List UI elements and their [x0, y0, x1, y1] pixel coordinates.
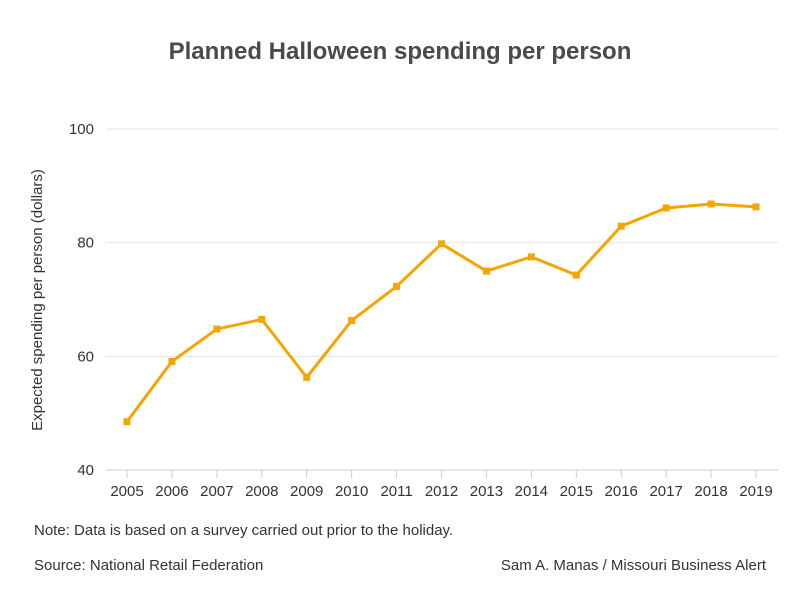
y-tick-label: 60	[77, 348, 94, 365]
data-point	[168, 357, 176, 365]
data-point	[123, 418, 131, 426]
data-point	[572, 271, 580, 279]
data-point	[662, 204, 670, 212]
x-tick-label: 2006	[155, 483, 188, 500]
data-point	[393, 282, 401, 290]
data-point	[213, 325, 221, 333]
x-tick-label: 2019	[739, 483, 772, 500]
series	[123, 200, 760, 426]
data-point	[617, 222, 625, 230]
footer-credit: Sam A. Manas / Missouri Business Alert	[500, 557, 766, 574]
data-point	[707, 200, 715, 208]
data-point	[303, 373, 311, 381]
data-point	[258, 315, 266, 323]
x-tick-label: 2012	[425, 483, 458, 500]
axes: 40 60 80 100 2005 2006 2007 2008 2009 2010 2011 201…	[69, 121, 778, 500]
x-tick-label: 2010	[335, 483, 368, 500]
data-point	[348, 317, 356, 325]
data-point	[527, 253, 535, 261]
x-tick-label: 2016	[605, 483, 638, 500]
x-tick-label: 2011	[380, 483, 412, 500]
y-tick-label: 100	[69, 121, 94, 138]
x-tick-label: 2013	[470, 483, 503, 500]
x-tick-label: 2008	[245, 483, 278, 500]
x-tick-label: 2007	[200, 483, 233, 500]
series-line	[125, 202, 758, 424]
x-tick-label: 2018	[694, 483, 727, 500]
data-point	[752, 203, 760, 211]
x-tick-label: 2005	[110, 483, 143, 500]
data-point	[438, 240, 445, 248]
x-tick-label: 2015	[560, 483, 593, 500]
data-point	[482, 267, 490, 275]
footer-source: Source: National Retail Federation	[34, 557, 264, 574]
chart-title: Planned Halloween spending per person	[168, 38, 632, 65]
y-tick-label: 40	[77, 462, 94, 479]
x-tick-label: 2014	[515, 483, 548, 500]
x-tick-label: 2009	[290, 483, 323, 500]
y-axis-title: Expected spending per person (dollars)	[29, 169, 46, 431]
footer-note: Note: Data is based on a survey carried …	[34, 522, 454, 539]
x-tick-label: 2017	[649, 483, 682, 500]
y-tick-label: 80	[77, 235, 94, 252]
